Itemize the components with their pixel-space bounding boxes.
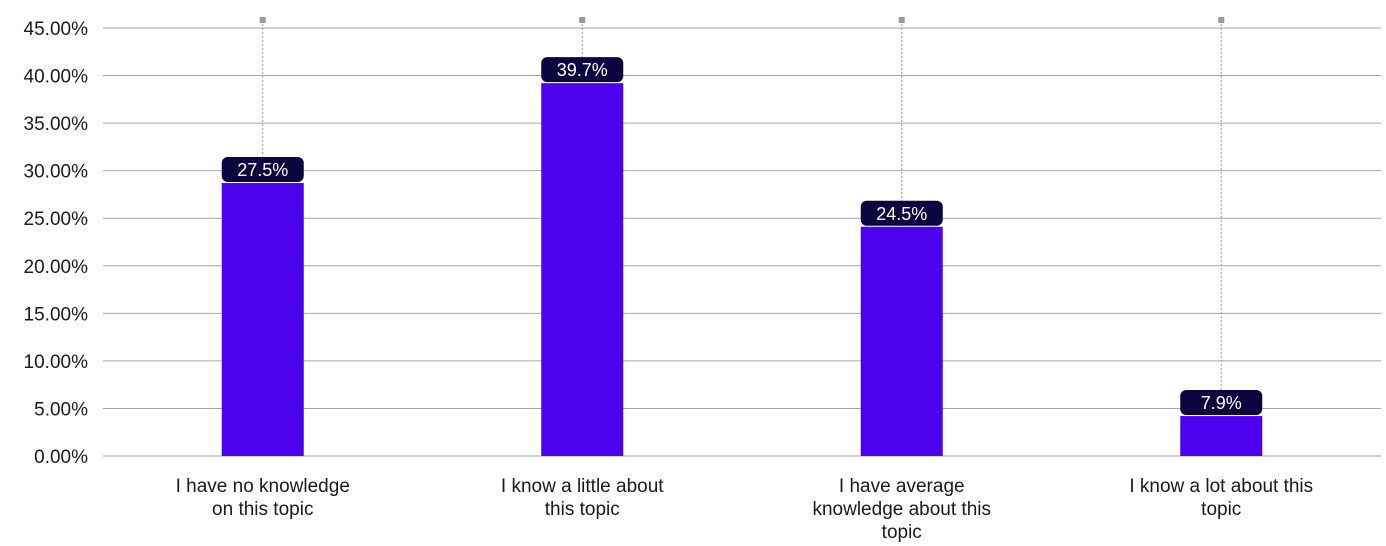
data-label: 39.7% <box>557 60 608 80</box>
category-label-line: I know a little about <box>501 476 664 497</box>
category-label: I have no knowledge on this topic <box>176 476 350 520</box>
y-tick-label: 15.00% <box>24 304 89 325</box>
data-label-background <box>221 157 304 183</box>
guide-marker <box>1218 17 1225 23</box>
y-axis-ticks: 0.00% 5.00% 10.00% 15.00% 20.00% 25.00% 30.00%… <box>24 19 89 468</box>
y-tick-label: 20.00% <box>24 257 89 278</box>
y-tick-label: 5.00% <box>34 399 88 420</box>
y-tick-label: 10.00% <box>24 352 89 373</box>
category-label: I know a lot about this topic <box>1129 476 1313 520</box>
category-guide-lines <box>259 17 1225 456</box>
guide-marker <box>259 17 266 23</box>
bar <box>221 183 304 456</box>
category-label-line: on this topic <box>212 499 313 520</box>
category-label-line: I have no knowledge <box>176 476 350 497</box>
bar <box>1180 416 1263 456</box>
y-tick-label: 35.00% <box>24 114 89 135</box>
guide-marker <box>579 17 586 23</box>
category-labels: I have no knowledge on this topic I know a… <box>176 476 1314 543</box>
data-label-background <box>860 200 943 226</box>
y-tick-label: 45.00% <box>24 19 89 40</box>
data-label: 24.5% <box>876 204 927 224</box>
bars <box>221 83 1263 457</box>
y-tick-label: 40.00% <box>24 67 89 88</box>
bar <box>541 83 624 457</box>
y-tick-label: 30.00% <box>24 162 89 183</box>
bar <box>860 226 943 456</box>
guide-marker <box>898 17 905 23</box>
category-label-line: I know a lot about this <box>1129 476 1313 497</box>
y-tick-label: 25.00% <box>24 209 89 230</box>
data-label-background <box>541 57 624 83</box>
category-label-line: topic <box>882 522 922 543</box>
category-label: I know a little about this topic <box>501 476 664 520</box>
data-label-background <box>1180 390 1263 416</box>
data-label: 27.5% <box>237 160 288 180</box>
y-tick-label: 0.00% <box>34 447 88 468</box>
category-label-line: this topic <box>545 499 620 520</box>
category-label: I have average knowledge about this topic <box>812 476 991 543</box>
gridlines <box>103 27 1381 457</box>
category-label-line: topic <box>1201 499 1241 520</box>
category-label-line: knowledge about this <box>812 499 991 520</box>
data-label: 7.9% <box>1201 393 1242 413</box>
category-label-line: I have average <box>839 476 965 497</box>
data-labels: 27.5% 39.7% 24.5% 7.9% <box>221 57 1263 416</box>
